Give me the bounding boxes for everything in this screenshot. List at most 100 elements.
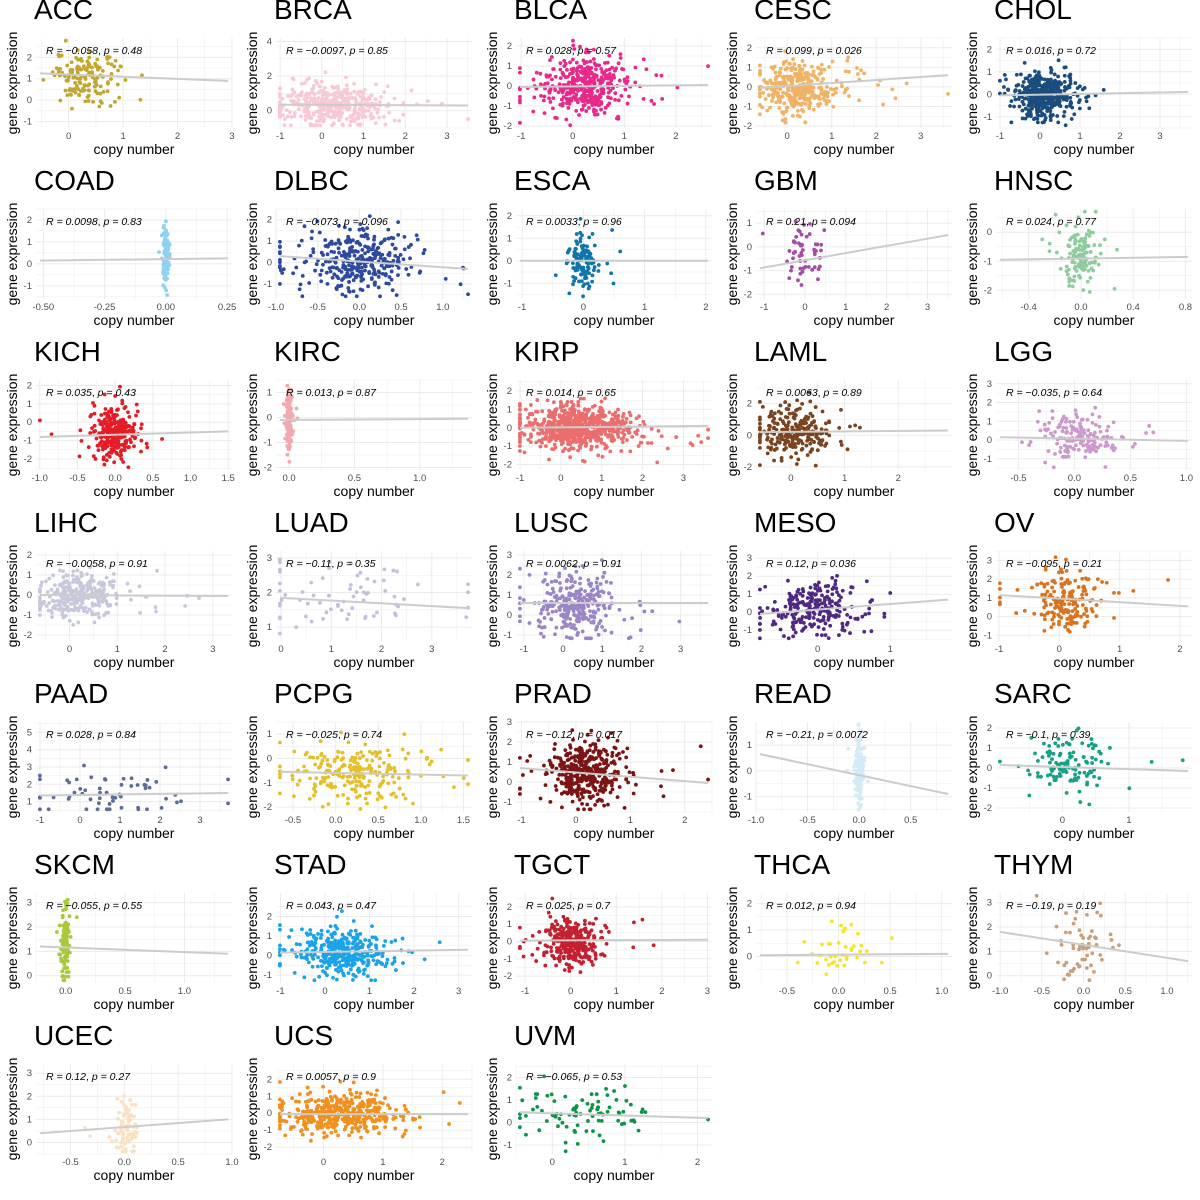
data-point <box>542 94 547 99</box>
data-point <box>57 54 62 59</box>
data-point <box>119 64 123 69</box>
data-point <box>382 90 387 95</box>
data-point <box>104 411 109 416</box>
data-point <box>1064 223 1069 228</box>
data-point <box>299 81 304 86</box>
data-point <box>782 76 787 80</box>
regression-line <box>39 594 229 597</box>
data-point <box>351 117 356 122</box>
correlation-label: R = −0.0058, p = 0.91 <box>46 558 148 570</box>
y-tick-label: 1 <box>987 416 992 427</box>
data-point <box>1053 430 1057 434</box>
data-point <box>92 403 97 408</box>
data-point <box>593 101 598 105</box>
data-point <box>815 77 820 82</box>
data-point <box>655 460 660 465</box>
x-tick-label: 3 <box>210 644 215 655</box>
data-point <box>570 428 575 433</box>
data-point <box>291 271 296 276</box>
data-point <box>95 64 100 69</box>
data-point <box>615 417 620 421</box>
data-point <box>1053 212 1058 217</box>
y-tick-label: 0 <box>507 81 512 92</box>
data-point <box>1062 73 1067 78</box>
data-point <box>807 390 812 395</box>
data-point <box>91 429 96 434</box>
data-point <box>634 432 639 436</box>
data-point <box>1072 234 1077 238</box>
data-point <box>382 266 387 271</box>
data-point <box>789 268 793 273</box>
data-point <box>654 73 659 78</box>
data-point <box>92 423 97 428</box>
data-point <box>165 242 170 246</box>
data-point <box>580 411 585 416</box>
data-point <box>802 63 807 68</box>
data-point <box>344 83 349 88</box>
data-point <box>1070 427 1075 432</box>
data-point <box>1084 232 1089 237</box>
data-point <box>107 55 112 60</box>
data-point <box>597 63 602 68</box>
data-point <box>47 601 52 605</box>
data-point <box>572 254 577 259</box>
data-point <box>85 572 89 576</box>
data-point <box>589 447 593 452</box>
data-point <box>70 106 74 111</box>
data-point <box>574 108 579 113</box>
data-point <box>309 236 314 241</box>
panel-luad: LUAD 0 1 2 3 1 2 3 R = −0.11, p = 0.35 copy numbe… <box>240 509 480 684</box>
data-point <box>1087 106 1092 111</box>
data-point <box>819 442 824 447</box>
data-point <box>799 283 804 287</box>
data-point <box>571 446 576 451</box>
data-point <box>113 58 118 63</box>
data-point <box>644 67 649 72</box>
data-point <box>529 421 534 426</box>
data-point <box>105 89 110 94</box>
data-point <box>800 59 805 63</box>
y-tick-label: 2 <box>267 71 272 82</box>
data-point <box>1088 449 1092 454</box>
data-point <box>1082 251 1087 256</box>
y-tick-label: 2 <box>747 43 752 54</box>
data-point <box>633 65 638 70</box>
x-axis-title: copy number <box>814 312 895 328</box>
data-point <box>314 262 319 267</box>
data-point <box>518 401 522 406</box>
data-point <box>816 436 820 441</box>
separator: , <box>98 45 104 57</box>
data-point <box>1091 433 1096 438</box>
separator: , <box>578 216 584 228</box>
data-point <box>375 110 380 115</box>
data-point <box>1056 120 1061 125</box>
data-point <box>660 96 665 101</box>
data-point <box>97 104 102 109</box>
data-point <box>596 414 601 419</box>
data-point <box>1063 449 1068 453</box>
data-point <box>313 268 317 273</box>
data-point <box>583 272 588 276</box>
data-point <box>571 266 576 270</box>
data-point <box>582 61 587 66</box>
data-point <box>1064 264 1069 269</box>
data-point <box>859 68 863 73</box>
data-point <box>376 285 381 290</box>
data-point <box>1030 106 1034 111</box>
data-point <box>119 424 123 429</box>
data-point <box>574 232 579 236</box>
x-tick-label: 1.5 <box>222 473 235 484</box>
x-tick-label: -1 <box>996 131 1004 142</box>
data-point <box>526 415 530 420</box>
data-point <box>69 602 74 606</box>
data-point <box>619 449 624 453</box>
data-point <box>1080 87 1085 92</box>
x-tick-label: 1 <box>842 473 847 484</box>
data-point <box>318 115 323 120</box>
y-axis-title: gene expression <box>244 32 260 135</box>
data-point <box>611 281 616 286</box>
data-point <box>1014 72 1019 77</box>
y-tick-label: 0 <box>747 242 752 253</box>
